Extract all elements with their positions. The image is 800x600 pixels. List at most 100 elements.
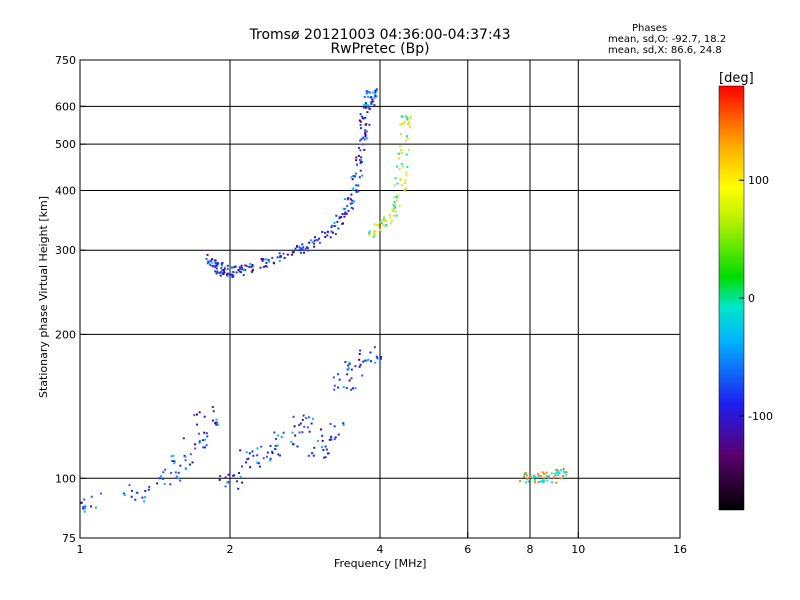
- echo-point: [257, 462, 260, 465]
- echo-point: [209, 264, 212, 267]
- echo-point: [373, 104, 376, 106]
- echo-point: [396, 165, 398, 168]
- echo-point: [130, 495, 133, 498]
- echo-point: [344, 361, 347, 363]
- echo-point: [243, 269, 246, 272]
- echo-point: [162, 471, 165, 474]
- echo-point: [278, 252, 281, 255]
- echo-point: [194, 443, 197, 446]
- echo-point: [216, 270, 219, 273]
- echo-point: [303, 425, 306, 428]
- echo-point: [162, 477, 164, 480]
- echo-point: [554, 472, 557, 475]
- echo-point: [359, 123, 362, 126]
- echo-point: [373, 231, 375, 234]
- echo-point: [94, 506, 97, 509]
- phase-info-x: mean, sd,X: 86.6, 24.8: [608, 45, 722, 56]
- echo-point: [203, 415, 206, 418]
- echo-point: [403, 121, 406, 124]
- echo-point: [370, 102, 373, 105]
- echo-point: [251, 264, 254, 266]
- echo-point: [148, 485, 151, 488]
- echo-point: [222, 273, 225, 275]
- echo-point: [232, 474, 235, 477]
- echo-point: [408, 121, 411, 124]
- echo-point: [131, 489, 133, 492]
- echo-point: [321, 434, 324, 437]
- echo-points: [80, 88, 568, 513]
- echo-point: [337, 386, 340, 389]
- echo-point: [237, 268, 240, 271]
- echo-point: [173, 462, 176, 465]
- echo-point: [355, 184, 358, 187]
- echo-point: [355, 189, 358, 192]
- echo-point: [237, 487, 240, 490]
- echo-point: [328, 438, 331, 441]
- echo-point: [393, 196, 396, 199]
- echo-point: [375, 355, 378, 358]
- echo-point: [337, 433, 340, 436]
- echo-point: [238, 270, 241, 273]
- echo-point: [542, 481, 545, 483]
- echo-point: [346, 205, 349, 208]
- echo-point: [221, 264, 224, 267]
- echo-point: [373, 96, 376, 99]
- y-tick-label-500: 500: [55, 138, 76, 151]
- echo-point: [527, 480, 530, 483]
- echo-point: [350, 176, 353, 179]
- echo-point: [526, 474, 528, 477]
- echo-point: [83, 510, 86, 513]
- echo-point: [398, 205, 401, 208]
- echo-point: [246, 458, 249, 461]
- echo-point: [406, 116, 409, 119]
- echo-point: [552, 476, 555, 479]
- echo-point: [404, 182, 407, 185]
- echo-point: [537, 473, 540, 476]
- echo-point: [143, 500, 146, 503]
- echo-point: [362, 136, 365, 139]
- echo-point: [260, 445, 263, 448]
- y-tick-label-400: 400: [55, 184, 76, 197]
- echo-point: [358, 176, 361, 179]
- echo-point: [365, 123, 368, 126]
- echo-point: [333, 425, 336, 428]
- echo-point: [205, 257, 208, 260]
- echo-point: [405, 174, 408, 177]
- echo-point: [244, 269, 247, 271]
- echo-point: [351, 202, 354, 205]
- echo-point: [346, 198, 349, 201]
- echo-point: [371, 98, 374, 101]
- echo-point: [307, 454, 310, 457]
- echo-point: [233, 266, 236, 268]
- echo-point: [207, 260, 210, 263]
- y-tick-label-200: 200: [55, 328, 76, 341]
- echo-point: [228, 273, 231, 276]
- echo-point: [83, 498, 86, 501]
- y-tick-label-300: 300: [55, 244, 76, 257]
- echo-point: [373, 346, 376, 349]
- echo-point: [409, 117, 412, 120]
- echo-point: [361, 161, 364, 164]
- echo-point: [245, 451, 248, 454]
- echo-point: [329, 435, 332, 438]
- echo-point: [326, 452, 329, 455]
- echo-point: [274, 444, 277, 447]
- echo-point: [209, 259, 212, 262]
- echo-point: [335, 214, 338, 217]
- echo-point: [367, 358, 370, 361]
- echo-point: [226, 273, 229, 276]
- echo-point: [282, 252, 285, 255]
- echo-point: [194, 447, 197, 450]
- echo-point: [291, 431, 294, 434]
- echo-point: [249, 466, 252, 469]
- echo-point: [324, 456, 327, 459]
- echo-point: [368, 232, 371, 234]
- echo-point: [400, 133, 402, 136]
- x-tick-label-10: 10: [571, 543, 585, 556]
- echo-point: [534, 475, 537, 478]
- echo-point: [294, 247, 297, 250]
- echo-point: [565, 474, 568, 477]
- echo-point: [407, 149, 410, 152]
- echo-point: [364, 131, 367, 134]
- echo-point: [205, 432, 208, 435]
